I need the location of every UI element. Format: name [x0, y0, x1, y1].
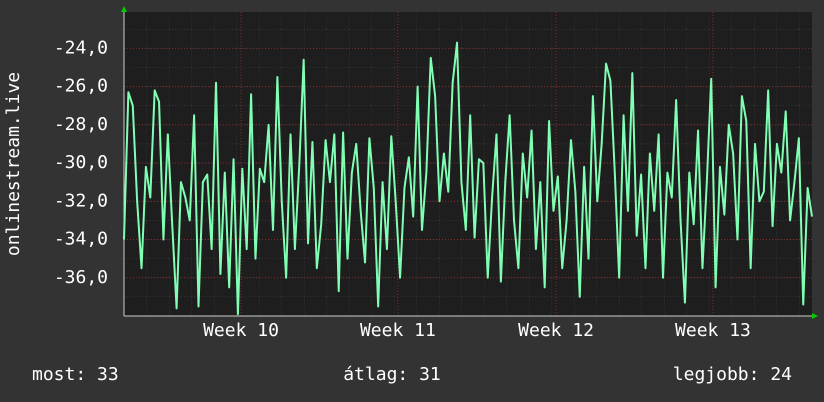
y-tick-label: -32,0 — [54, 190, 108, 211]
y-tick-label: -24,0 — [54, 37, 108, 58]
y-axis-arrow — [121, 6, 127, 12]
y-axis-label: onlinestream.live — [3, 72, 24, 256]
x-tick-label: Week 12 — [518, 320, 594, 341]
y-tick-label: -26,0 — [54, 76, 108, 97]
x-tick-label: Week 13 — [675, 320, 751, 341]
footer-best: legjobb: 24 — [673, 364, 792, 385]
footer-current: most: 33 — [32, 364, 119, 385]
y-tick-label: -30,0 — [54, 152, 108, 173]
x-tick-label: Week 11 — [360, 320, 436, 341]
x-tick-label: Week 10 — [203, 320, 279, 341]
footer-average: átlag: 31 — [343, 364, 441, 385]
y-tick-label: -34,0 — [54, 229, 108, 250]
y-tick-label: -28,0 — [54, 114, 108, 135]
x-axis-arrow — [812, 313, 818, 319]
y-tick-label: -36,0 — [54, 267, 108, 288]
series-line — [123, 41, 813, 316]
